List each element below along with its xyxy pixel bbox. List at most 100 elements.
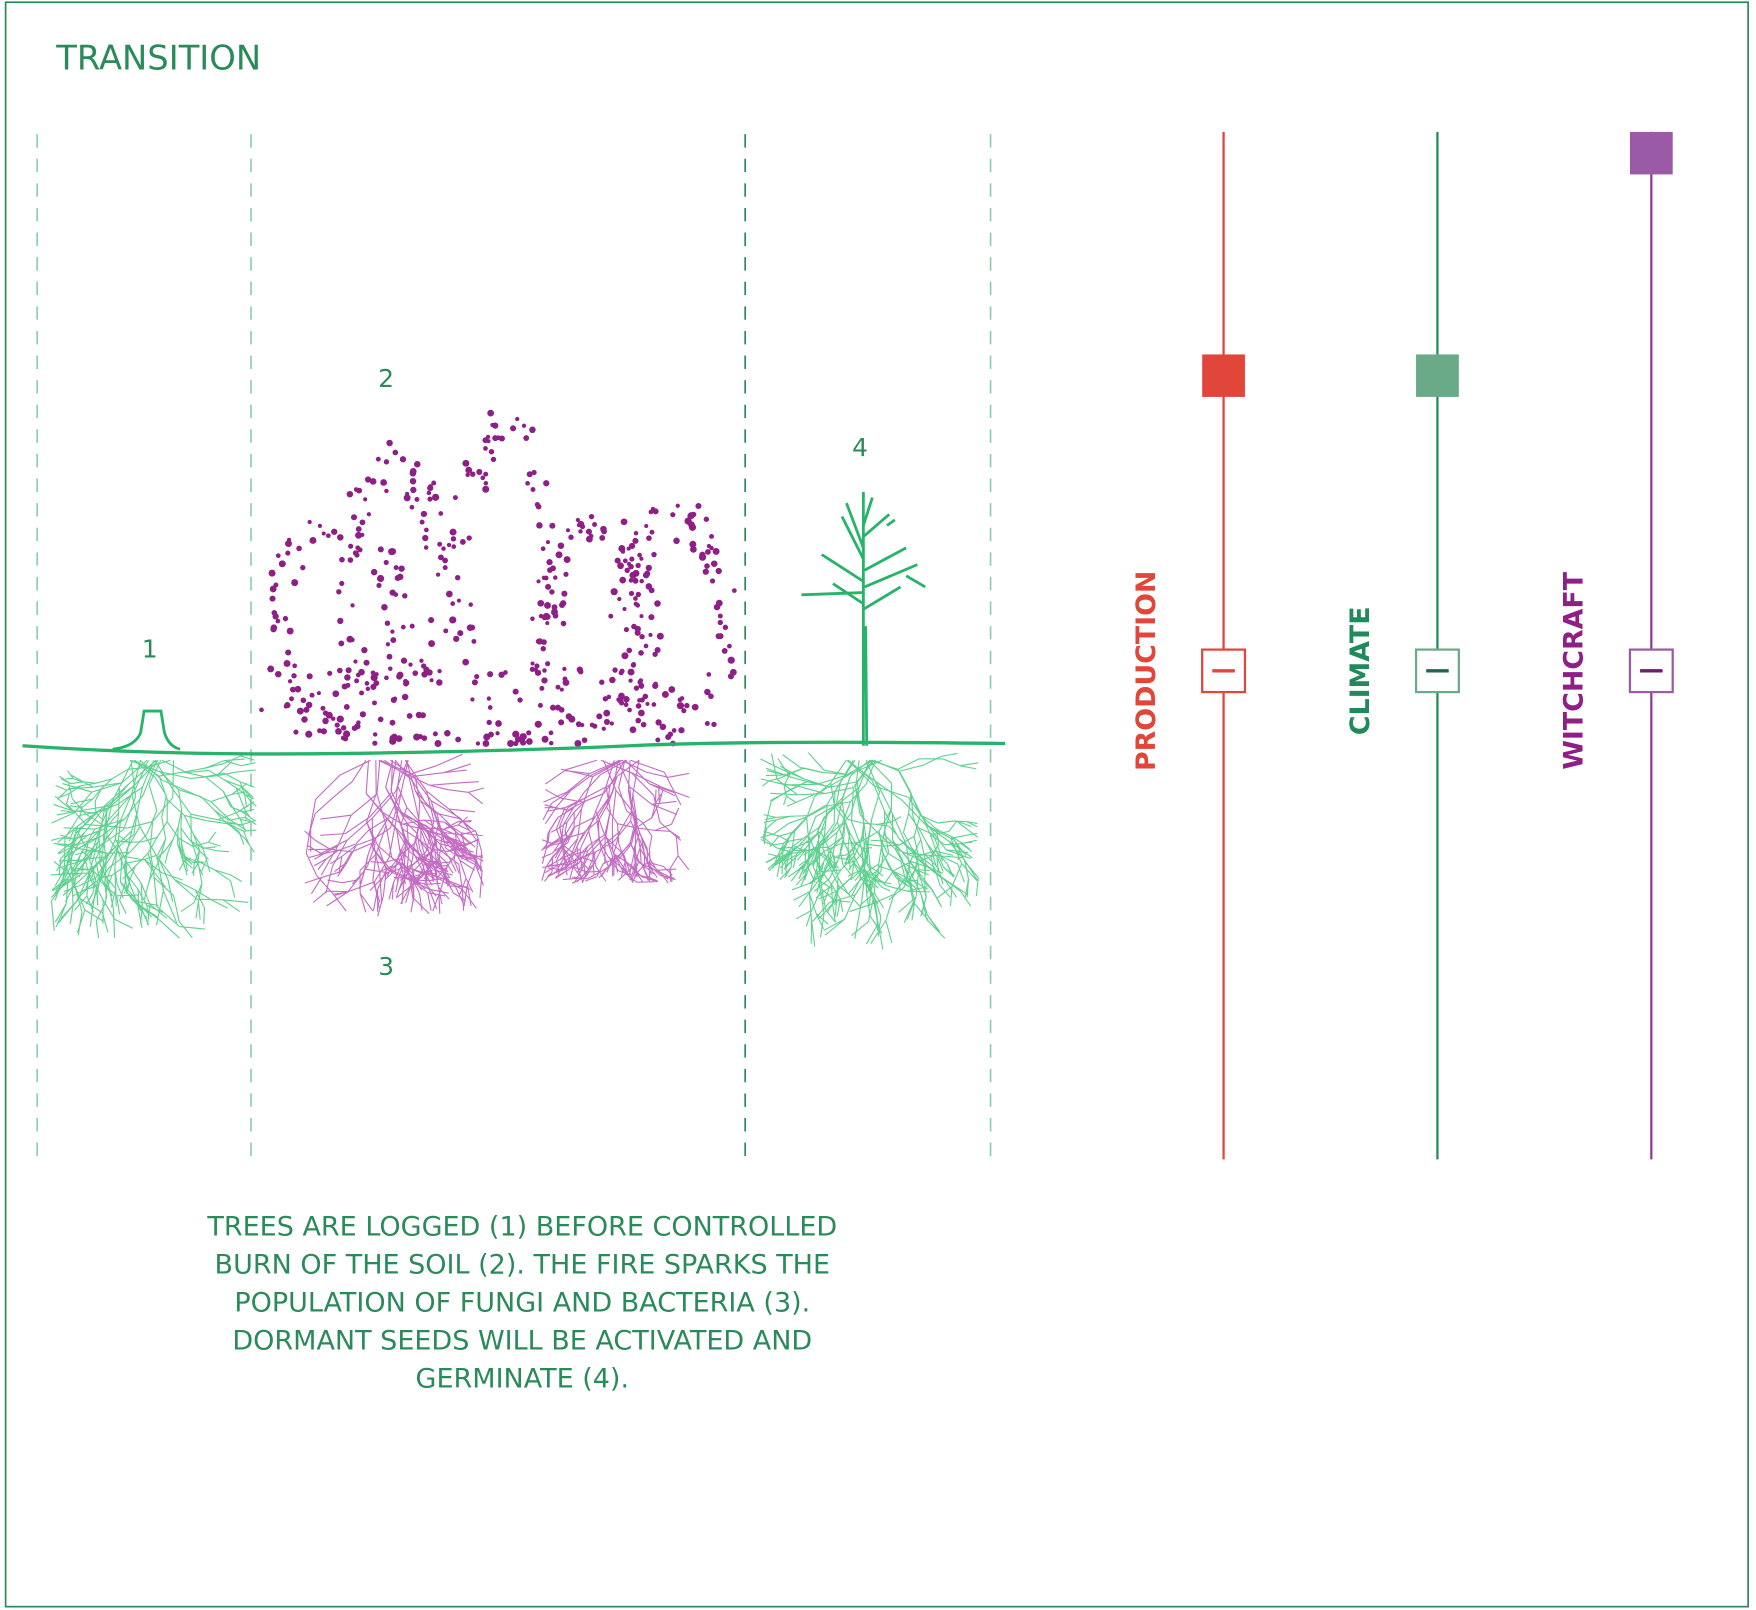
root	[595, 866, 607, 882]
root	[802, 827, 819, 840]
root	[648, 835, 653, 850]
root	[921, 816, 938, 830]
root	[129, 833, 148, 853]
root	[430, 800, 461, 819]
dot	[410, 486, 417, 494]
label: 4	[852, 433, 868, 462]
root	[930, 857, 935, 870]
root	[541, 839, 553, 845]
root	[425, 882, 441, 885]
root	[668, 772, 689, 778]
root	[554, 857, 565, 874]
root	[585, 876, 598, 882]
root	[94, 803, 118, 814]
root	[545, 770, 566, 785]
root	[443, 872, 452, 884]
root	[337, 814, 352, 846]
root	[669, 868, 673, 882]
root	[180, 827, 191, 841]
slider-label: CLIMATE	[1345, 606, 1376, 735]
root	[855, 788, 861, 815]
root	[73, 834, 88, 847]
dot	[710, 560, 718, 567]
root	[429, 782, 456, 786]
root	[318, 839, 348, 855]
root	[126, 826, 141, 850]
root	[767, 853, 781, 858]
dot	[560, 600, 567, 607]
dot	[690, 511, 697, 518]
root	[830, 884, 834, 904]
root	[810, 873, 825, 892]
dot	[393, 565, 399, 571]
root	[105, 810, 108, 837]
root	[871, 791, 881, 820]
dot	[549, 589, 555, 595]
root	[412, 875, 424, 885]
root	[541, 867, 547, 881]
root	[829, 781, 858, 788]
dot	[354, 552, 360, 558]
dot	[428, 617, 435, 624]
dot	[649, 529, 655, 535]
root	[91, 782, 122, 793]
root	[240, 818, 253, 823]
root	[931, 889, 941, 905]
root	[798, 859, 809, 866]
root	[619, 810, 633, 832]
root	[800, 874, 807, 887]
root	[762, 780, 770, 787]
root	[877, 916, 882, 937]
root	[103, 844, 118, 861]
dot	[634, 629, 641, 636]
dot	[498, 671, 505, 678]
root	[834, 889, 839, 906]
dot	[529, 426, 536, 434]
dot	[653, 681, 658, 687]
root	[312, 890, 328, 903]
frame	[4, 1, 1749, 1608]
root	[763, 814, 777, 818]
root	[551, 856, 554, 872]
root	[807, 816, 817, 836]
dot	[482, 740, 490, 747]
dot	[578, 669, 584, 675]
root	[651, 802, 661, 819]
root	[587, 839, 600, 852]
root	[337, 861, 348, 877]
root	[423, 864, 430, 880]
dot	[646, 535, 652, 541]
fire-dots	[259, 409, 737, 747]
dot	[568, 715, 576, 723]
root	[84, 909, 104, 922]
root	[359, 893, 367, 913]
root	[203, 907, 206, 925]
dot	[623, 702, 629, 708]
root	[162, 890, 178, 924]
dot	[592, 522, 598, 527]
dot	[656, 632, 664, 640]
dot	[624, 567, 630, 574]
dot	[342, 730, 351, 738]
root	[92, 788, 102, 800]
dot	[388, 666, 393, 671]
root	[237, 801, 255, 813]
root	[770, 791, 788, 802]
root	[98, 811, 108, 832]
root	[156, 856, 176, 881]
root	[544, 805, 558, 825]
root	[919, 814, 938, 824]
dot	[321, 531, 326, 536]
dot	[486, 696, 492, 701]
root	[344, 816, 371, 835]
root	[543, 791, 568, 803]
dot	[455, 736, 462, 743]
root	[441, 829, 455, 842]
root	[826, 801, 851, 807]
root	[101, 859, 105, 880]
root	[316, 874, 334, 895]
root	[116, 830, 133, 846]
root	[222, 899, 240, 913]
root	[572, 792, 585, 809]
dot	[585, 528, 592, 535]
